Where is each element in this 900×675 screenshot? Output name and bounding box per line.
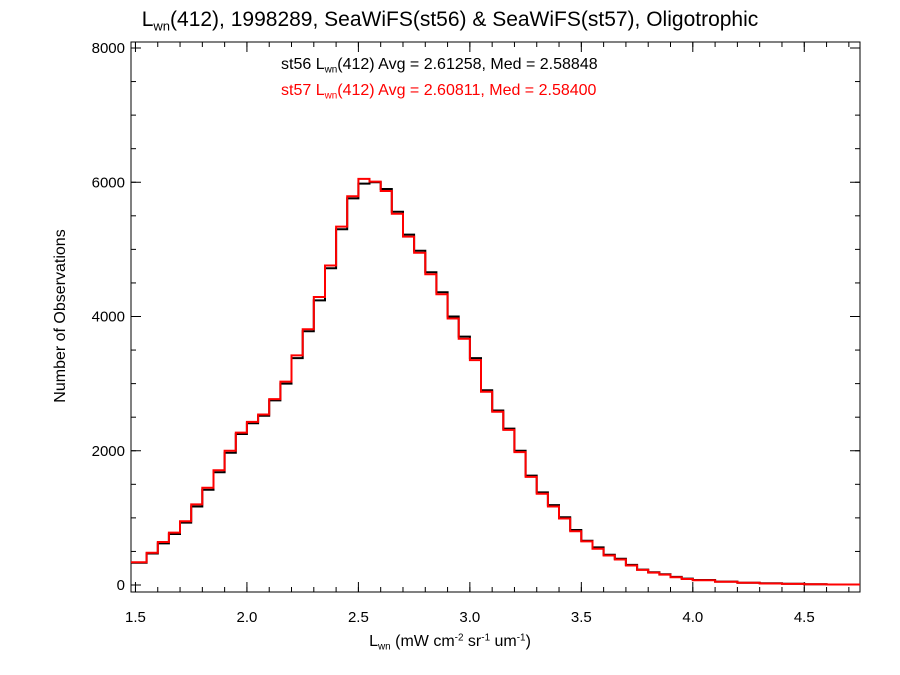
x-tick-label: 1.5 [125, 609, 146, 626]
series-layer [131, 177, 860, 586]
x-tick-label: 4.0 [682, 609, 703, 626]
y-tick-label: 0 [117, 577, 125, 594]
x-tick-label: 3.0 [459, 609, 480, 626]
x-tick-label: 2.0 [236, 609, 257, 626]
y-axis-ticks: 0 2000 4000 6000 8000 [92, 40, 860, 594]
plot-frame [130, 41, 861, 593]
x-axis-label: Lwn (mW cm-2 sr-1 um-1) [369, 632, 531, 653]
x-tick-label: 2.5 [348, 609, 369, 626]
y-tick-label: 4000 [92, 309, 125, 326]
x-axis-ticks: 1.5 2.0 2.5 3.0 3.5 4.0 4.5 [125, 42, 850, 626]
st56-stats-annotation: st56 Lwn(412) Avg = 2.61258, Med = 2.588… [281, 56, 598, 76]
series-st57-step-line [131, 177, 860, 586]
x-tick-label: 3.5 [571, 609, 592, 626]
x-tick-label: 4.5 [794, 609, 815, 626]
y-tick-label: 8000 [92, 40, 125, 57]
st57-stats-annotation: st57 Lwn(412) Avg = 2.60811, Med = 2.584… [281, 82, 597, 102]
y-tick-label: 2000 [92, 443, 125, 460]
chart-title: Lwn(412), 1998289, SeaWiFS(st56) & SeaWi… [141, 8, 759, 34]
series-st56-step-line [131, 181, 860, 586]
y-axis-label: Number of Observations [52, 229, 69, 403]
y-tick-label: 6000 [92, 174, 125, 191]
